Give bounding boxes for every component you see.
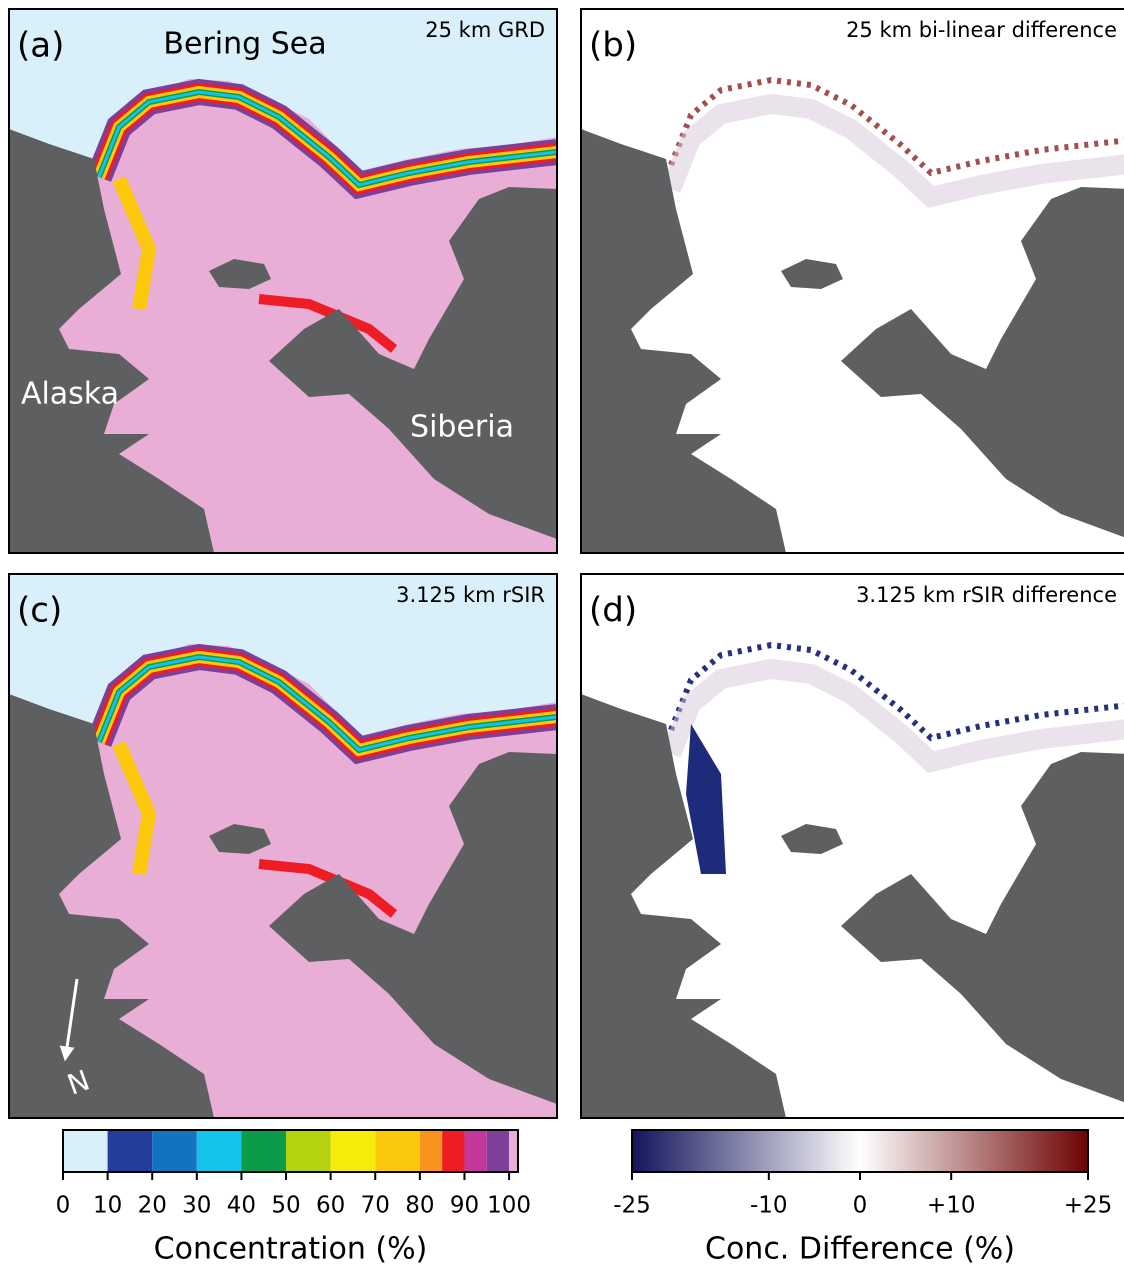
- panel-label: (c): [17, 591, 62, 631]
- map-body: [9, 9, 557, 553]
- colorbar-tick-label: 60: [316, 1193, 345, 1219]
- colorbar-bin: [241, 1130, 286, 1172]
- map-panel: (b) 25 km bi-linear difference: [581, 9, 1124, 553]
- colorbar-tick-label: 10: [93, 1193, 122, 1219]
- colorbar-tick-label: +10: [927, 1193, 976, 1219]
- place-name: Siberia: [410, 410, 514, 445]
- place-name: Bering Sea: [163, 27, 326, 62]
- panel-title: 3.125 km rSIR difference: [856, 583, 1117, 607]
- colorbar-bin: [509, 1130, 518, 1172]
- colorbar-bin: [63, 1130, 108, 1172]
- colorbar-tick-label: 0: [56, 1193, 71, 1219]
- colorbar-bin: [375, 1130, 420, 1172]
- panel-title: 3.125 km rSIR: [396, 583, 545, 607]
- panel-label: (a): [17, 26, 64, 66]
- colorbar-ramp: [632, 1130, 1088, 1172]
- panel-label: (b): [589, 26, 637, 66]
- colorbar-tick-label: 80: [405, 1193, 434, 1219]
- colorbar-bin: [286, 1130, 331, 1172]
- panel-title: 25 km GRD: [425, 18, 545, 42]
- figure: (a) 25 km GRD Bering Sea Alaska Siberia (b) 25…: [0, 0, 1124, 1269]
- colorbar-title: Concentration (%): [154, 1232, 428, 1267]
- colorbar-tick-label: 20: [138, 1193, 167, 1219]
- panel-label: (d): [589, 591, 637, 631]
- colorbar-tick-label: 50: [271, 1193, 300, 1219]
- colorbar-tick-label: 0: [853, 1193, 868, 1219]
- map-body: [581, 9, 1124, 553]
- colorbar-title: Conc. Difference (%): [705, 1232, 1015, 1267]
- colorbar-bin: [487, 1130, 509, 1172]
- colorbar-tick-label: 90: [450, 1193, 479, 1219]
- colorbar-bin: [152, 1130, 197, 1172]
- map-panel: (d) 3.125 km rSIR difference: [581, 574, 1124, 1118]
- colorbar-tick-label: 100: [487, 1193, 531, 1219]
- colorbar-tick-label: -25: [613, 1193, 651, 1219]
- colorbar-tick-label: -10: [750, 1193, 788, 1219]
- colorbar-bin: [464, 1130, 486, 1172]
- colorbar-bin: [420, 1130, 442, 1172]
- colorbar-tick-label: 40: [227, 1193, 256, 1219]
- colorbar-bin: [108, 1130, 153, 1172]
- place-name: Alaska: [21, 377, 119, 412]
- colorbar-tick-label: 70: [361, 1193, 390, 1219]
- map-panel: (a) 25 km GRD Bering Sea Alaska Siberia: [9, 9, 557, 553]
- colorbar-bin: [331, 1130, 376, 1172]
- colorbar-bin: [197, 1130, 242, 1172]
- map-body: [9, 574, 557, 1118]
- colorbar-bin: [442, 1130, 464, 1172]
- panel-title: 25 km bi-linear difference: [846, 18, 1117, 42]
- colorbar-tick-label: +25: [1064, 1193, 1113, 1219]
- colorbar-tick-label: 30: [182, 1193, 211, 1219]
- map-body: [581, 574, 1124, 1118]
